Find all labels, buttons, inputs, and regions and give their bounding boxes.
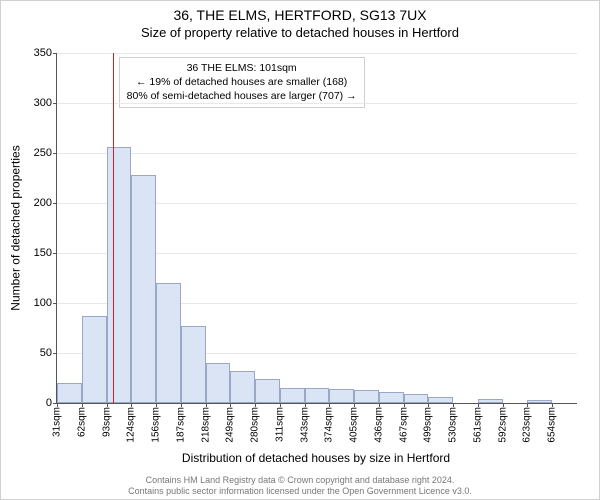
footer-line-2: Contains public sector information licen…: [1, 486, 599, 497]
x-tick-label: 530sqm: [448, 407, 459, 443]
legend-line-3: 80% of semi-detached houses are larger (…: [127, 89, 357, 103]
histogram-bar: [527, 400, 552, 403]
x-tick-label: 187sqm: [175, 407, 186, 443]
y-tick-label: 300: [34, 97, 57, 109]
x-tick-label: 280sqm: [250, 407, 261, 443]
x-tick-label: 623sqm: [522, 407, 533, 443]
histogram-bar: [230, 371, 255, 403]
y-tick-label: 250: [34, 147, 57, 159]
chart-container: 36, THE ELMS, HERTFORD, SG13 7UX Size of…: [0, 0, 600, 500]
histogram-bar: [404, 394, 429, 403]
histogram-bar: [82, 316, 107, 403]
grid-line: [57, 103, 577, 104]
y-tick-label: 200: [34, 197, 57, 209]
x-tick-label: 218sqm: [200, 407, 211, 443]
grid-line: [57, 153, 577, 154]
histogram-bar: [280, 388, 305, 403]
histogram-bar: [329, 389, 354, 403]
address-title: 36, THE ELMS, HERTFORD, SG13 7UX: [1, 1, 599, 23]
histogram-bar: [57, 383, 82, 403]
histogram-bar: [131, 175, 156, 403]
x-tick-label: 654sqm: [547, 407, 558, 443]
legend-line-1: 36 THE ELMS: 101sqm: [127, 61, 357, 75]
x-tick-label: 124sqm: [126, 407, 137, 443]
footer-line-1: Contains HM Land Registry data © Crown c…: [1, 475, 599, 486]
histogram-bar: [478, 399, 503, 403]
x-tick-label: 405sqm: [349, 407, 360, 443]
y-tick-label: 100: [34, 297, 57, 309]
x-tick-label: 343sqm: [299, 407, 310, 443]
subtitle: Size of property relative to detached ho…: [1, 23, 599, 40]
histogram-bar: [428, 397, 453, 403]
histogram-bar: [107, 147, 132, 403]
legend-line-2: ← 19% of detached houses are smaller (16…: [127, 75, 357, 89]
x-tick-label: 592sqm: [497, 407, 508, 443]
x-tick-label: 156sqm: [151, 407, 162, 443]
histogram-bar: [206, 363, 231, 403]
x-tick-label: 31sqm: [52, 407, 63, 437]
plot-area: 36 THE ELMS: 101sqm ← 19% of detached ho…: [56, 53, 577, 404]
x-tick-label: 467sqm: [398, 407, 409, 443]
reference-marker-line: [113, 53, 114, 403]
histogram-bar: [305, 388, 330, 403]
x-tick-label: 499sqm: [423, 407, 434, 443]
x-tick-label: 374sqm: [324, 407, 335, 443]
legend-box: 36 THE ELMS: 101sqm ← 19% of detached ho…: [119, 57, 365, 108]
x-tick-label: 561sqm: [472, 407, 483, 443]
histogram-bar: [255, 379, 280, 403]
x-tick-label: 249sqm: [225, 407, 236, 443]
x-tick-label: 311sqm: [274, 407, 285, 442]
y-axis-label: Number of detached properties: [9, 53, 23, 403]
x-tick-label: 62sqm: [76, 407, 87, 437]
y-tick-label: 150: [34, 247, 57, 259]
histogram-bar: [354, 390, 379, 403]
x-tick-label: 436sqm: [373, 407, 384, 443]
y-tick-label: 50: [40, 347, 57, 359]
x-tick-label: 93sqm: [101, 407, 112, 437]
x-axis-label: Distribution of detached houses by size …: [56, 451, 576, 465]
grid-line: [57, 53, 577, 54]
histogram-bar: [181, 326, 206, 403]
histogram-bar: [379, 392, 404, 403]
histogram-bar: [156, 283, 181, 403]
y-tick-label: 350: [34, 47, 57, 59]
footer-attribution: Contains HM Land Registry data © Crown c…: [1, 475, 599, 497]
